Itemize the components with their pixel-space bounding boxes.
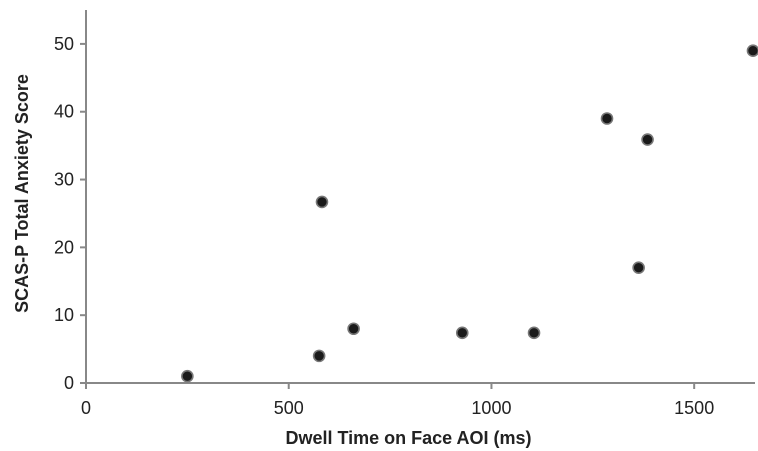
data-points (181, 44, 758, 383)
data-point (312, 349, 326, 363)
data-point (181, 369, 194, 383)
axes (85, 10, 755, 384)
data-point (746, 44, 758, 57)
data-point (527, 326, 541, 340)
y-tick-label: 50 (54, 34, 74, 54)
y-tick-label: 20 (54, 237, 74, 257)
y-tick-label: 30 (54, 170, 74, 190)
data-point (455, 326, 469, 340)
data-point (315, 195, 329, 209)
data-point (641, 133, 654, 146)
data-point (632, 261, 645, 275)
y-tick-label: 10 (54, 305, 74, 325)
y-axis-title: SCAS-P Total Anxiety Score (12, 74, 32, 313)
y-tick-label: 40 (54, 102, 74, 122)
x-tick-label: 0 (81, 398, 91, 418)
x-tick-label: 500 (274, 398, 304, 418)
y-tick-label: 0 (64, 373, 74, 393)
data-point (347, 322, 360, 336)
data-point (600, 112, 614, 125)
x-tick-label: 1500 (674, 398, 714, 418)
x-tick-label: 1000 (471, 398, 511, 418)
x-axis-title: Dwell Time on Face AOI (ms) (285, 428, 531, 448)
